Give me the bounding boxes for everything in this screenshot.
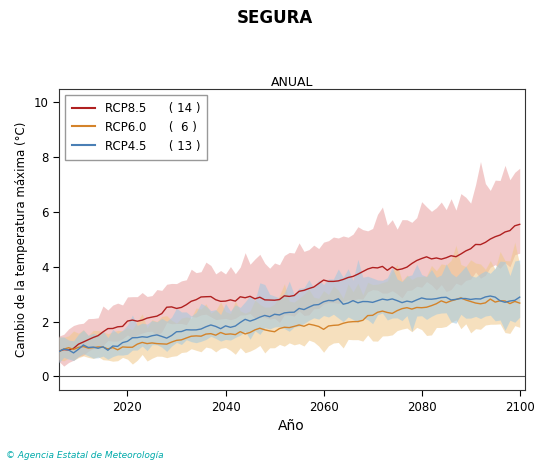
Text: © Agencia Estatal de Meteorología: © Agencia Estatal de Meteorología — [6, 451, 163, 460]
X-axis label: Año: Año — [278, 419, 305, 433]
Text: SEGURA: SEGURA — [237, 9, 313, 27]
Y-axis label: Cambio de la temperatura máxima (°C): Cambio de la temperatura máxima (°C) — [15, 122, 28, 357]
Title: ANUAL: ANUAL — [271, 76, 313, 89]
Legend: RCP8.5      ( 14 ), RCP6.0      (  6 ), RCP4.5      ( 13 ): RCP8.5 ( 14 ), RCP6.0 ( 6 ), RCP4.5 ( 13… — [65, 95, 207, 159]
